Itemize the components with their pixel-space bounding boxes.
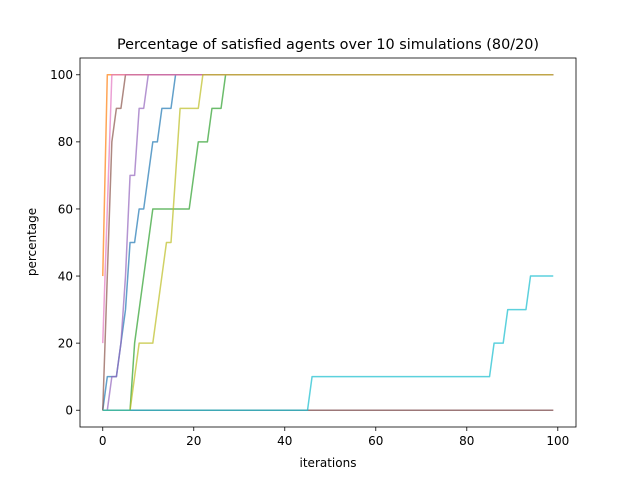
series-line-3 [102, 74, 554, 411]
x-tick-label: 20 [186, 434, 201, 448]
x-tick-label: 0 [99, 434, 107, 448]
y-tick-label: 0 [65, 404, 73, 418]
y-tick-label: 100 [50, 68, 73, 82]
series-layer [102, 74, 554, 411]
y-tick-label: 80 [58, 135, 73, 149]
y-tick-label: 60 [58, 202, 73, 216]
x-tick-label: 60 [368, 434, 383, 448]
x-tick-label: 40 [277, 434, 292, 448]
x-axis-label: iterations [300, 456, 357, 470]
chart-title: Percentage of satisfied agents over 10 s… [117, 37, 539, 53]
series-line-10 [102, 275, 554, 411]
x-tick-label: 100 [546, 434, 569, 448]
y-axis-label: percentage [25, 208, 39, 276]
plot-frame [79, 57, 577, 428]
series-line-5 [102, 74, 554, 411]
y-tick-label: 40 [58, 269, 73, 283]
y-tick-label: 20 [58, 336, 73, 350]
series-line-9 [102, 74, 554, 411]
x-tick-label: 80 [459, 434, 474, 448]
ticks-layer: 0 20 40 60 80 100 0 20 40 60 80 100 [50, 68, 569, 448]
